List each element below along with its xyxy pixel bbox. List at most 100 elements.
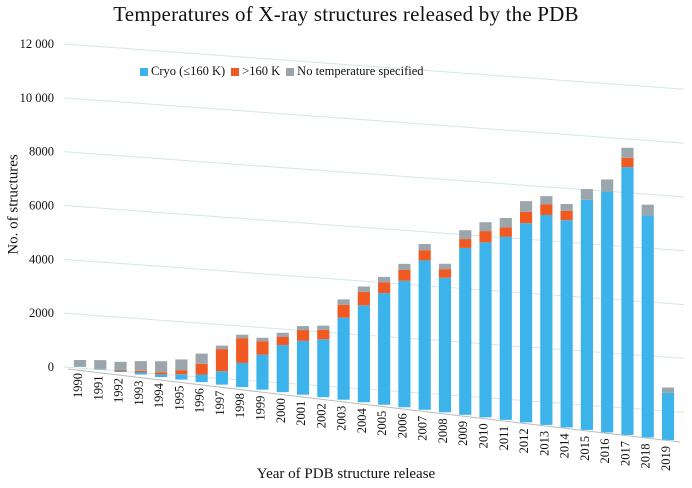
bar-cap-2015 [580, 187, 593, 190]
bar-1995-series-1 [175, 370, 188, 375]
bar-1992-series-2 [114, 361, 127, 370]
y-axis-label: No. of structures [5, 154, 22, 255]
bar-1998-series-2 [236, 334, 249, 339]
bar-2010-series-0 [479, 242, 492, 418]
bar-cap-2014 [560, 202, 573, 205]
y-tick-label: 4000 [29, 252, 54, 266]
y-tick-label: 0 [48, 360, 54, 374]
x-tick-label: 1995 [172, 386, 186, 411]
x-axis-label: Year of PDB structure release [256, 466, 436, 482]
bar-cap-2016 [601, 177, 614, 180]
bar-2013-series-2 [540, 196, 553, 205]
bar-cap-2002 [317, 323, 330, 326]
bar-cap-2006 [398, 261, 411, 264]
bar-cap-1990 [73, 358, 87, 361]
x-tick-label: 2016 [598, 438, 612, 463]
bar-2003-series-0 [337, 317, 350, 400]
bar-1999-series-0 [256, 354, 269, 390]
bar-2001-series-0 [296, 340, 310, 395]
gridline [63, 43, 685, 90]
bar-2000-series-2 [276, 332, 289, 337]
bar-2017-series-0 [621, 167, 634, 435]
y-tick-label: 6000 [29, 199, 54, 213]
bar-2004-series-2 [357, 286, 370, 292]
x-tick-label: 1998 [233, 393, 247, 418]
bar-1991-series-2 [94, 360, 107, 369]
bar-cap-2001 [296, 324, 310, 327]
y-tick-label: 8000 [29, 145, 54, 159]
bar-cap-1998 [236, 332, 249, 335]
legend-item-cryo: Cryo (≤160 K) [140, 64, 225, 79]
bar-2004-series-1 [357, 291, 370, 306]
bar-2018-series-2 [641, 204, 654, 216]
gridline [63, 205, 685, 252]
bar-cap-2017 [621, 145, 634, 148]
bar-1993-series-2 [134, 361, 147, 371]
bar-cap-2005 [378, 274, 391, 277]
bar-1996-series-2 [195, 353, 208, 364]
bar-cap-2018 [641, 202, 654, 205]
bar-1996-series-1 [195, 363, 208, 375]
bar-1994-series-1 [155, 372, 168, 375]
gridline [63, 151, 685, 198]
bar-2000-series-1 [276, 336, 289, 346]
bar-2009-series-1 [459, 239, 472, 248]
x-tick-label: 1996 [193, 388, 207, 413]
bar-cap-1996 [195, 351, 208, 354]
legend-label-warm: >160 K [242, 64, 281, 78]
bar-2010-series-2 [479, 222, 492, 232]
bar-2006-series-0 [398, 280, 411, 408]
bar-2019-series-2 [661, 387, 675, 393]
y-tick-label: 12 000 [20, 37, 54, 51]
x-tick-label: 2000 [274, 398, 288, 423]
bar-2012-series-0 [519, 223, 533, 423]
gridline [63, 258, 685, 306]
bar-2003-series-2 [337, 299, 350, 305]
bar-2016-series-2 [601, 179, 614, 192]
y-tick-label: 10 000 [20, 91, 54, 105]
bar-1995-series-0 [175, 374, 188, 380]
x-tick-label: 2009 [456, 421, 470, 446]
bar-2013-series-1 [540, 204, 553, 215]
x-tick-label: 2012 [517, 428, 531, 453]
x-tick-label: 2002 [314, 403, 328, 428]
x-tick-label: 2007 [416, 416, 430, 441]
bar-2008-series-1 [438, 269, 452, 278]
bar-2011-series-0 [499, 236, 512, 420]
x-tick-label: 2006 [395, 413, 409, 438]
x-tick-label: 1999 [253, 396, 267, 421]
x-tick-label: 1994 [152, 382, 166, 408]
bar-cap-2004 [357, 284, 370, 287]
bar-cap-1991 [94, 358, 107, 361]
bar-cap-2011 [499, 215, 512, 218]
bar-1997-series-1 [215, 349, 229, 372]
x-tick-label: 1990 [71, 373, 85, 398]
x-tick-label: 1997 [213, 391, 227, 416]
bar-2002-series-0 [317, 339, 330, 398]
bar-cap-2008 [438, 261, 452, 264]
x-tick-label: 1993 [132, 381, 146, 406]
bar-1993-series-1 [134, 370, 147, 373]
x-tick-label: 2003 [335, 406, 349, 431]
x-tick-label: 2015 [578, 436, 592, 461]
bar-cap-2007 [418, 241, 431, 244]
bar-1997-series-0 [215, 371, 229, 385]
bar-cap-1993 [134, 359, 147, 362]
bar-2006-series-1 [398, 270, 411, 281]
bar-2004-series-0 [357, 305, 370, 403]
x-axis-line [67, 368, 681, 443]
bar-cap-1995 [175, 357, 188, 360]
bar-1996-series-0 [195, 374, 208, 383]
bar-2013-series-0 [540, 214, 553, 425]
bar-2009-series-2 [459, 230, 472, 240]
bar-cap-1994 [155, 359, 168, 362]
bar-2012-series-2 [519, 201, 533, 212]
bar-2016-series-0 [601, 191, 614, 433]
bar-2009-series-0 [459, 247, 472, 415]
x-tick-label: 2019 [659, 446, 673, 471]
bar-2011-series-2 [499, 217, 512, 228]
x-tick-label: 2001 [294, 401, 308, 426]
bar-2003-series-1 [337, 304, 350, 318]
bar-cap-1999 [256, 335, 269, 338]
